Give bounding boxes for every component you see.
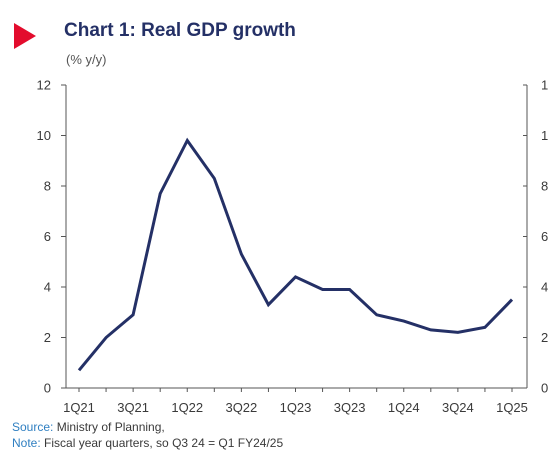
chart-footnotes: Source: Ministry of Planning, Note: Fisc… (12, 419, 283, 451)
x-tick-label: 1Q21 (63, 400, 95, 415)
y-tick-label: 12 (37, 78, 51, 93)
y-axis-unit-label: (% y/y) (66, 52, 107, 67)
note-label: Note: (12, 436, 41, 450)
gdp-growth-line (77, 137, 514, 372)
y-tick-label-right: 1 (541, 78, 548, 93)
y-tick-label: 0 (44, 381, 51, 396)
source-label: Source: (12, 420, 54, 434)
note-line: Note: Fiscal year quarters, so Q3 24 = Q… (12, 435, 283, 451)
y-tick-label: 10 (37, 128, 51, 143)
source-line: Source: Ministry of Planning, (12, 419, 283, 435)
y-tick-label: 2 (44, 330, 51, 345)
chart-title: Chart 1: Real GDP growth (64, 20, 296, 41)
x-tick-label: 3Q22 (225, 400, 257, 415)
y-tick-label-right: 0 (541, 381, 548, 396)
x-tick-label: 1Q25 (496, 400, 528, 415)
y-tick-label: 6 (44, 229, 51, 244)
y-tick-label-right: 2 (541, 330, 548, 345)
y-tick-label-right: 6 (541, 229, 548, 244)
red-marker-icon (14, 23, 36, 49)
x-tick-label: 1Q23 (280, 400, 312, 415)
note-text: Fiscal year quarters, so Q3 24 = Q1 FY24… (40, 436, 284, 450)
y-tick-label: 4 (44, 280, 51, 295)
y-tick-label: 8 (44, 179, 51, 194)
x-tick-label: 1Q22 (171, 400, 203, 415)
x-tick-label: 3Q24 (442, 400, 474, 415)
y-tick-label-right: 8 (541, 179, 548, 194)
y-tick-label-right: 1 (541, 128, 548, 143)
x-tick-label: 3Q23 (334, 400, 366, 415)
x-tick-label: 3Q21 (117, 400, 149, 415)
x-tick-label: 1Q24 (388, 400, 420, 415)
source-text: Ministry of Planning, (53, 420, 165, 434)
y-tick-label-right: 4 (541, 280, 548, 295)
